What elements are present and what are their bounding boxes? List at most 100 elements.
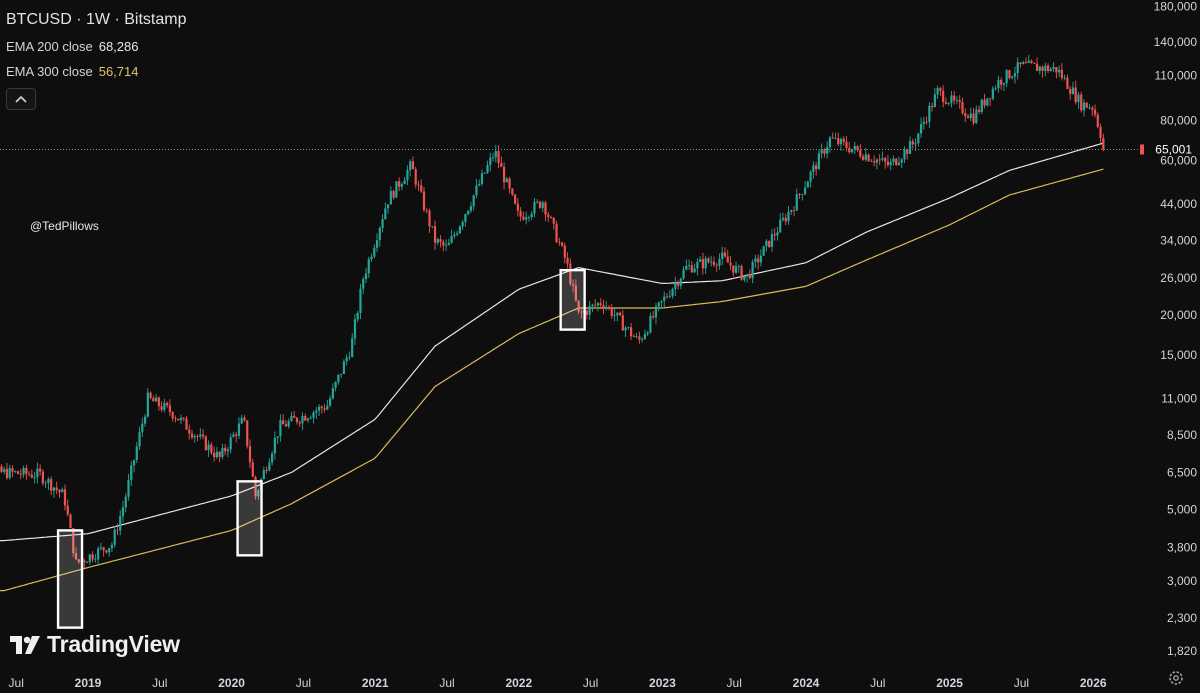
candle-body — [370, 256, 373, 260]
candle-body — [456, 233, 459, 235]
time-tick-label: Jul — [439, 676, 454, 690]
candle-body — [649, 315, 652, 333]
candle-body — [475, 185, 478, 196]
candle-body — [422, 191, 426, 210]
candle-body — [359, 288, 362, 313]
candle-body — [842, 138, 845, 142]
price-tick-label: 60,000 — [1160, 154, 1197, 168]
price-tick-label: 15,000 — [1160, 348, 1197, 362]
candle-body — [1016, 62, 1019, 74]
candle-body — [654, 306, 658, 318]
collapse-legend-button[interactable] — [6, 88, 36, 110]
candle-body — [27, 473, 31, 475]
candle-body — [989, 98, 992, 100]
candle-body — [801, 194, 804, 196]
ema-300-label: EMA 300 close — [6, 64, 93, 79]
candle-body — [237, 423, 241, 436]
candle-body — [729, 262, 732, 266]
candle-body — [478, 183, 481, 186]
candle-body — [113, 529, 116, 545]
candle-body — [641, 338, 644, 340]
candle-body — [665, 296, 669, 298]
candle-body — [364, 273, 368, 280]
candle-body — [908, 141, 912, 154]
candle-body — [980, 99, 983, 112]
gear-icon[interactable] — [1167, 669, 1185, 687]
candle-body — [754, 258, 757, 262]
candle-body — [254, 476, 257, 497]
candle-body — [444, 245, 448, 246]
price-tick-label: 1,820 — [1167, 644, 1197, 658]
candle-body — [1008, 70, 1011, 79]
candle-body — [657, 302, 660, 307]
candle-body — [66, 505, 69, 515]
candle-body — [790, 210, 793, 212]
candle-body — [30, 474, 33, 478]
candle-body — [317, 406, 321, 411]
time-axis[interactable]: Jul 2019 Jul 2020 Jul 2021 Jul 2022 Jul 2023 Jul 20… — [9, 676, 1107, 690]
candle-body — [508, 178, 511, 189]
candle-body — [1063, 77, 1066, 79]
candle-body — [420, 185, 423, 192]
candle-body — [878, 159, 881, 161]
candle-body — [301, 416, 304, 424]
candle-body — [467, 210, 470, 215]
candle-body — [207, 444, 210, 451]
candle-body — [155, 397, 158, 402]
ema-200-legend[interactable]: EMA 200 close 68,286 — [6, 39, 138, 54]
candle-body — [555, 223, 558, 243]
candle-body — [928, 105, 931, 122]
candle-body — [875, 159, 878, 163]
price-tick-label: 110,000 — [1155, 69, 1198, 83]
candle-body — [384, 208, 387, 220]
candle-body — [340, 373, 343, 375]
candle-body — [130, 465, 133, 480]
price-tick-label: 140,000 — [1154, 35, 1198, 49]
candle-body — [986, 98, 989, 106]
candle-body — [911, 141, 914, 145]
candle-body — [820, 149, 823, 154]
candle-body — [663, 296, 666, 301]
candle-body — [33, 477, 36, 479]
candle-body — [1060, 69, 1064, 78]
candle-body — [1058, 69, 1061, 73]
candle-body — [1030, 60, 1033, 63]
candle-body — [812, 165, 815, 172]
candle-body — [489, 157, 492, 166]
candle-body — [63, 489, 67, 506]
candle-body — [519, 210, 522, 217]
candle-body — [538, 201, 542, 208]
candle-body — [955, 100, 959, 101]
candle-body — [870, 161, 873, 162]
price-axis[interactable]: 180,000 140,000 110,000 80,000 60,000 44,000 3… — [1154, 0, 1198, 658]
candle-body — [674, 283, 677, 290]
candle-body — [168, 405, 172, 413]
candle-body — [375, 240, 379, 248]
symbol-title[interactable]: BTCUSD · 1W · Bitstamp — [6, 11, 187, 28]
candle-body — [522, 216, 525, 220]
candle-body — [22, 467, 25, 475]
tradingview-logo[interactable]: TradingView — [10, 631, 180, 658]
candle-body — [1041, 66, 1044, 71]
candle-body — [795, 194, 798, 211]
tradingview-logo-text: TradingView — [47, 631, 180, 657]
candle-body — [577, 300, 580, 312]
ema-line-path — [0, 168, 1104, 592]
highlight-boxes — [56, 268, 586, 629]
candle-body — [964, 113, 967, 117]
ema-300-legend[interactable]: EMA 300 close 56,714 — [6, 64, 138, 79]
candle-body — [900, 159, 903, 163]
candle-body — [282, 420, 285, 425]
candle-body — [431, 226, 434, 227]
price-tick-label: 6,500 — [1167, 465, 1197, 479]
candle-body — [1019, 62, 1022, 65]
candle-body — [850, 148, 854, 153]
time-tick-label: Jul — [583, 676, 598, 690]
candle-body — [265, 469, 268, 471]
candle-body — [599, 303, 602, 306]
candle-body — [1069, 88, 1072, 95]
candle-body — [809, 171, 812, 182]
candle-body — [873, 161, 876, 163]
candle-body — [224, 447, 227, 452]
